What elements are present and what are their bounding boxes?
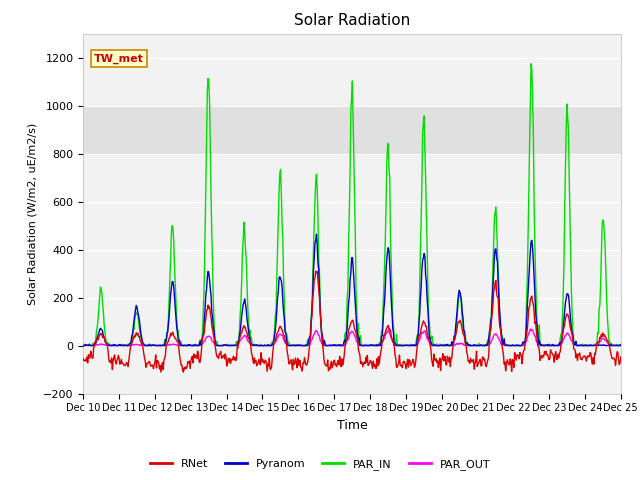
PAR_IN <box>617 341 625 347</box>
Text: TW_met: TW_met <box>94 53 144 64</box>
Legend: RNet, Pyranom, PAR_IN, PAR_OUT: RNet, Pyranom, PAR_IN, PAR_OUT <box>145 455 495 474</box>
PAR_OUT <box>79 343 87 348</box>
PAR_IN <box>79 342 87 348</box>
PAR_OUT <box>527 326 534 332</box>
Line: PAR_OUT: PAR_OUT <box>83 329 621 346</box>
Title: Solar Radiation: Solar Radiation <box>294 13 410 28</box>
PAR_OUT <box>617 342 625 348</box>
Pyranom <box>199 333 207 339</box>
PAR_OUT <box>417 332 425 338</box>
PAR_IN <box>228 342 236 348</box>
Pyranom <box>418 266 426 272</box>
PAR_IN <box>145 343 153 348</box>
PAR_IN <box>434 343 442 348</box>
PAR_IN <box>90 341 97 347</box>
PAR_IN <box>418 180 426 185</box>
PAR_IN <box>80 343 88 348</box>
RNet <box>157 369 165 375</box>
RNet <box>89 355 97 361</box>
PAR_OUT <box>145 342 152 348</box>
Pyranom <box>89 343 97 348</box>
PAR_OUT <box>199 340 207 346</box>
RNet <box>435 365 442 371</box>
Y-axis label: Solar Radiation (W/m2, uE/m2/s): Solar Radiation (W/m2, uE/m2/s) <box>28 122 37 305</box>
RNet <box>228 357 236 363</box>
X-axis label: Time: Time <box>337 419 367 432</box>
RNet <box>145 360 152 366</box>
Pyranom <box>227 343 235 348</box>
Pyranom <box>434 343 442 348</box>
RNet <box>617 354 625 360</box>
Pyranom <box>313 231 321 237</box>
RNet <box>312 268 319 274</box>
Bar <box>83 106 621 154</box>
PAR_IN <box>527 61 535 67</box>
Line: PAR_IN: PAR_IN <box>83 64 621 346</box>
RNet <box>419 321 426 326</box>
PAR_OUT <box>433 343 441 348</box>
PAR_IN <box>200 300 207 306</box>
RNet <box>200 333 207 338</box>
Pyranom <box>617 343 625 348</box>
RNet <box>79 356 87 361</box>
PAR_OUT <box>89 343 97 348</box>
Pyranom <box>145 343 152 348</box>
Line: Pyranom: Pyranom <box>83 234 621 346</box>
Line: RNet: RNet <box>83 271 621 372</box>
PAR_OUT <box>227 343 235 348</box>
Pyranom <box>79 343 87 348</box>
